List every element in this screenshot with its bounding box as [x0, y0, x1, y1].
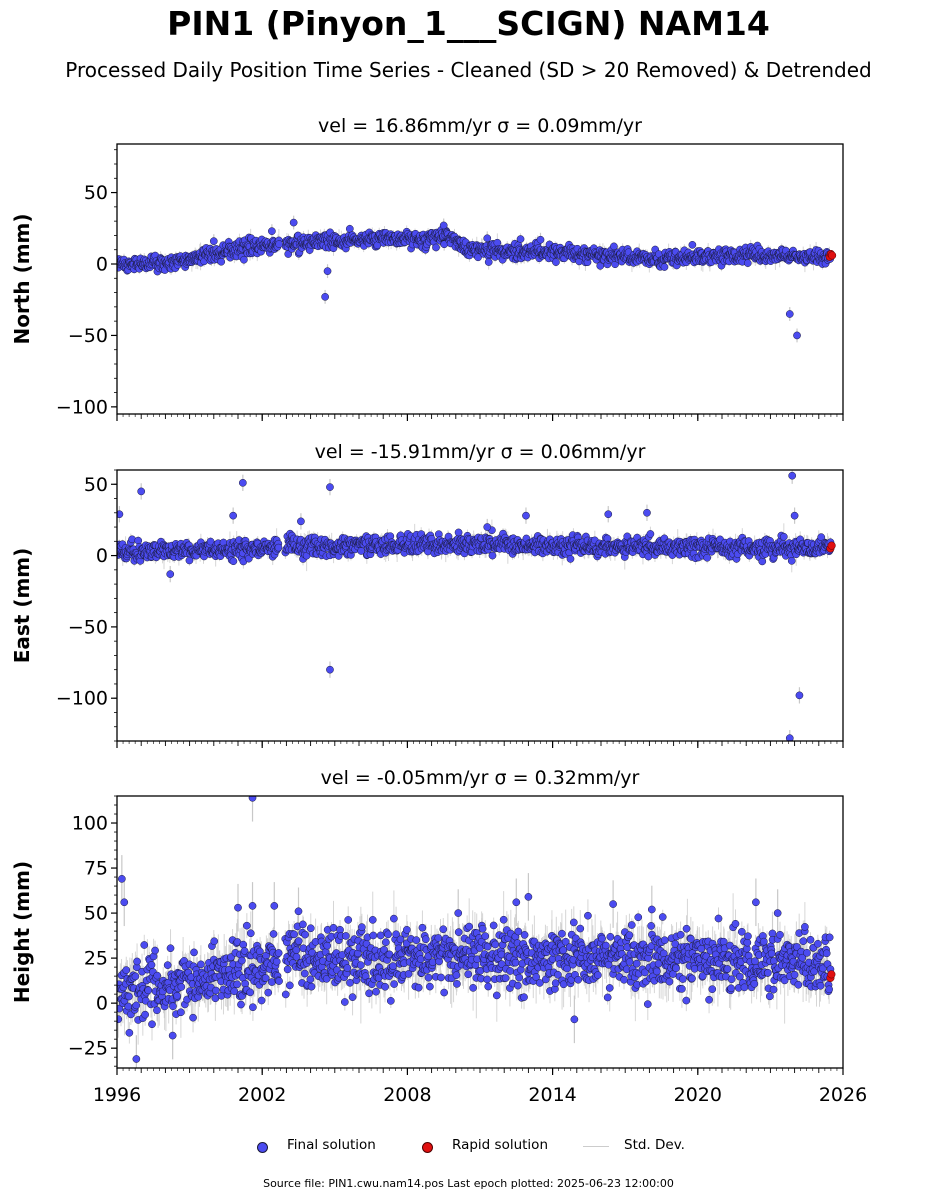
final-solution-point [516, 235, 525, 243]
final-solution-point [552, 258, 560, 266]
final-solution-point [474, 253, 482, 262]
panel-north: 50 0 −50 −100 vel = 16.86mm/yr σ = 0.09mm/yr… [10, 115, 844, 421]
y-tick-label: −100 [56, 396, 108, 418]
final-solution-points-east [117, 471, 836, 741]
final-solution-point [432, 243, 440, 252]
final-solution-point [484, 258, 493, 266]
axes-frame-north [116, 143, 844, 415]
y-axis-label-north: North (mm) [10, 213, 34, 344]
final-solution-point [488, 551, 497, 560]
final-solution-point [289, 218, 298, 227]
final-solution-point [275, 240, 283, 248]
final-solution-point [743, 259, 752, 267]
final-solution-point [493, 238, 502, 247]
final-solution-point [209, 237, 218, 245]
final-solution-point [785, 310, 794, 318]
final-solution-point [229, 557, 238, 566]
final-solution-point [793, 331, 801, 340]
final-solution-point [688, 241, 697, 249]
final-solution-point [483, 234, 492, 243]
final-solution-point [536, 235, 545, 244]
final-solution-point [454, 528, 463, 537]
std-dev-bars-east [117, 470, 831, 741]
final-solution-point [274, 543, 283, 552]
std-dev-bars-north [117, 215, 831, 343]
final-solution-point [240, 255, 248, 264]
y-tick-label: −50 [68, 325, 108, 347]
final-solution-point [321, 293, 329, 301]
final-solution-point [439, 221, 448, 230]
y-tick-label: 50 [84, 182, 108, 204]
final-solution-point [610, 242, 618, 251]
panel-title-north: vel = 16.86mm/yr σ = 0.09mm/yr [318, 115, 642, 137]
final-solution-point [268, 227, 276, 235]
final-solution-points-north [117, 218, 837, 340]
y-tick-label: 0 [96, 254, 108, 276]
rapid-solution-point [828, 251, 837, 260]
final-solution-point [323, 267, 332, 275]
final-solution-point [217, 257, 226, 266]
final-solution-point [660, 263, 669, 271]
